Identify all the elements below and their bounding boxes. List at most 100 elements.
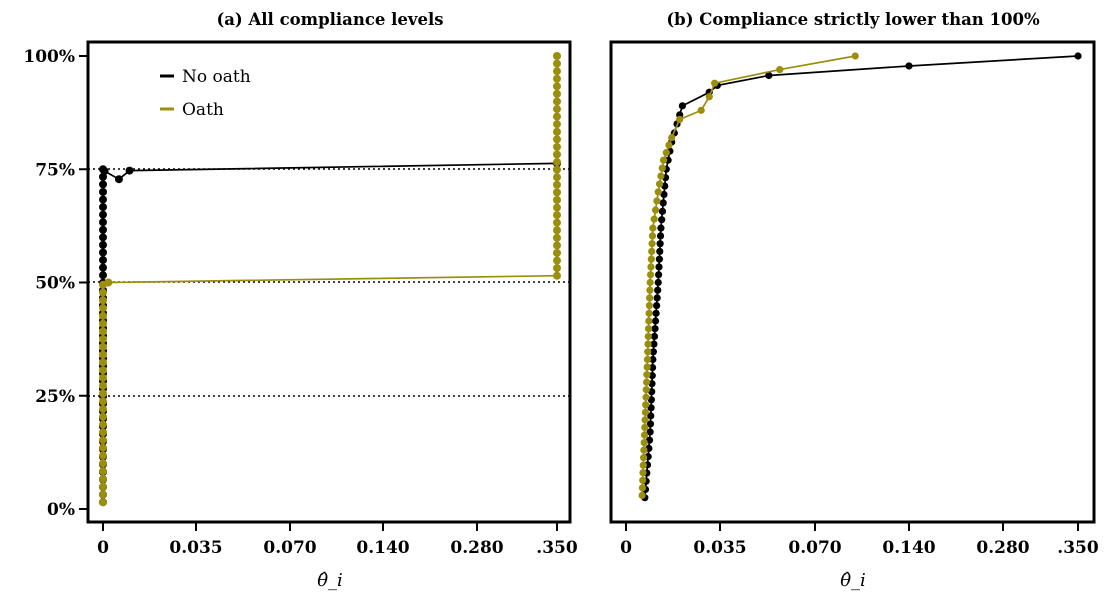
data-point-oath	[639, 476, 647, 484]
data-point-oath	[648, 240, 656, 248]
data-point-oath	[553, 264, 561, 273]
data-point-oath	[553, 97, 561, 106]
data-point-oath	[665, 141, 673, 149]
data-point-oath	[104, 278, 113, 287]
data-point-no-oath	[655, 263, 663, 271]
data-point-no-oath	[99, 210, 107, 219]
data-point-oath	[99, 288, 107, 297]
x-tick-label: 0	[97, 538, 109, 558]
data-point-no-oath	[659, 199, 667, 207]
data-point-oath	[642, 386, 650, 394]
y-tick-label: 75%	[35, 160, 75, 180]
data-point-oath	[646, 278, 654, 287]
data-point-oath	[642, 393, 650, 401]
data-point-oath	[553, 173, 561, 182]
data-point-oath	[99, 451, 107, 460]
data-point-no-oath	[125, 166, 134, 175]
series-line-oath	[102, 56, 558, 503]
data-point-oath	[553, 248, 561, 257]
data-point-oath	[553, 256, 561, 265]
panel-b-frame	[609, 40, 1096, 524]
data-point-no-oath	[656, 232, 665, 240]
x-tick-label: 0.280	[450, 538, 503, 558]
data-point-oath	[553, 105, 561, 114]
data-point-oath	[645, 309, 653, 317]
data-point-no-oath	[99, 248, 107, 257]
data-point-oath	[553, 233, 561, 242]
data-point-oath	[641, 416, 649, 424]
data-point-oath	[653, 197, 661, 205]
data-point-oath	[642, 401, 650, 409]
data-point-oath	[553, 158, 561, 167]
x-tick-label: 0	[620, 538, 632, 558]
data-point-oath	[553, 135, 561, 144]
data-point-oath	[99, 296, 107, 305]
data-point-no-oath	[655, 255, 663, 263]
x-tick-label: .350	[1057, 538, 1099, 558]
data-point-oath	[668, 133, 676, 142]
data-point-oath	[660, 156, 668, 164]
data-point-oath	[553, 188, 561, 197]
data-point-oath	[644, 332, 652, 341]
data-point-oath	[645, 302, 653, 310]
data-point-oath	[553, 203, 561, 212]
data-point-oath	[676, 115, 684, 124]
x-tick-label: 0.140	[882, 538, 935, 558]
data-point-oath	[99, 467, 107, 476]
data-point-oath	[553, 150, 561, 159]
panel-b-x-axis: 0 0.035 0.070 0.140 0.280 .350	[620, 522, 1099, 558]
data-point-oath	[650, 215, 658, 223]
data-point-oath	[99, 335, 107, 344]
data-point-no-oath	[654, 278, 662, 287]
data-point-no-oath	[99, 233, 107, 242]
data-point-oath	[99, 311, 107, 320]
data-point-oath	[553, 82, 561, 91]
panel-b-series	[638, 52, 1082, 502]
data-point-no-oath	[648, 363, 657, 372]
data-point-oath	[641, 408, 649, 416]
data-point-no-oath	[99, 240, 107, 249]
data-point-no-oath	[647, 404, 655, 412]
x-tick-label: 0.035	[693, 538, 746, 558]
data-point-oath	[649, 224, 657, 232]
data-point-oath	[646, 294, 654, 302]
data-point-oath	[553, 89, 561, 98]
legend: No oath Oath	[160, 67, 251, 120]
panel-a-x-label: θ̂_i	[317, 570, 343, 591]
data-point-oath	[553, 112, 561, 121]
data-point-no-oath	[99, 195, 107, 204]
data-point-no-oath	[654, 286, 662, 294]
y-tick-label: 100%	[23, 47, 75, 67]
x-tick-label: 0.140	[356, 538, 409, 558]
data-point-oath	[654, 188, 662, 196]
data-point-oath	[99, 436, 107, 445]
data-point-oath	[553, 218, 561, 227]
y-tick-label: 0%	[47, 500, 75, 520]
data-point-oath	[99, 482, 107, 491]
data-point-oath	[640, 454, 648, 462]
data-point-no-oath	[99, 180, 107, 189]
data-point-oath	[651, 206, 660, 214]
data-point-no-oath	[765, 71, 773, 80]
data-point-oath	[553, 211, 561, 220]
data-point-oath	[711, 79, 719, 87]
panel-b-title: (b) Compliance strictly lower than 100%	[666, 10, 1040, 29]
data-point-oath	[644, 325, 653, 333]
panel-a-series	[99, 52, 561, 507]
data-point-oath	[99, 319, 107, 328]
data-point-no-oath	[655, 271, 663, 279]
data-point-oath	[553, 52, 561, 60]
data-point-no-oath	[653, 302, 661, 310]
data-point-oath	[99, 420, 107, 429]
data-point-oath	[642, 378, 651, 386]
data-point-no-oath	[99, 256, 107, 265]
data-point-no-oath	[649, 348, 657, 356]
y-tick-label: 25%	[35, 387, 75, 407]
data-point-oath	[553, 127, 561, 136]
x-tick-label: 0.280	[976, 538, 1029, 558]
data-point-oath	[851, 52, 859, 60]
data-point-oath	[643, 355, 652, 364]
panel-b-x-label: θ̂_i	[840, 570, 866, 591]
data-point-no-oath	[651, 325, 659, 333]
